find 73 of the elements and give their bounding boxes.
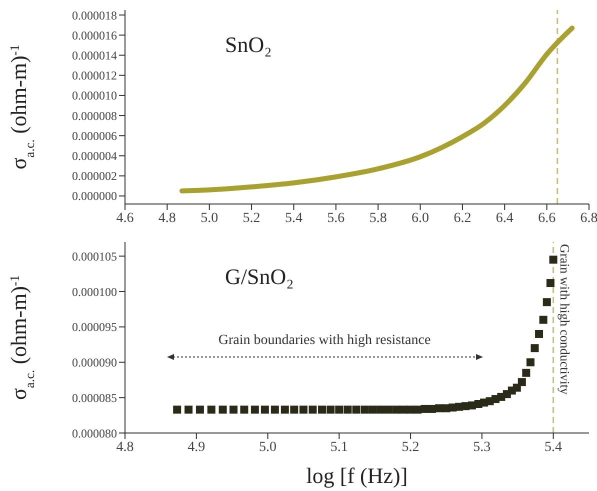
point: [308, 406, 317, 414]
x-tick-label: 5.4: [284, 210, 302, 226]
y-tick-label: 0.000016: [72, 28, 117, 42]
point: [196, 406, 204, 414]
x-axis-title: log [f (Hz)]: [306, 463, 408, 488]
x-tick-label: 5.3: [473, 440, 491, 455]
y-tick-label: 0.000006: [72, 128, 117, 143]
point: [530, 344, 539, 352]
y-tick-label: 0.000090: [72, 356, 117, 370]
x-tick-label: 4.6: [116, 210, 134, 226]
x-tick-label: 6.8: [580, 210, 597, 226]
point: [360, 406, 369, 414]
y-tick-label: 0.000095: [72, 320, 117, 334]
annotation: Grain boundaries with high resistance: [217, 332, 432, 349]
x-tick-label: 5.1: [330, 440, 348, 455]
point: [290, 406, 298, 414]
point: [260, 406, 269, 414]
point: [270, 406, 279, 414]
y-tick-label: 0.000000: [72, 189, 117, 204]
point: [368, 406, 377, 414]
point: [549, 256, 558, 264]
y-tick-label: 0.000008: [72, 108, 117, 123]
x-tick-label: 4.9: [188, 440, 206, 455]
x-tick-label: 4.8: [116, 440, 134, 455]
x-tick-label: 6.0: [412, 210, 430, 226]
point: [230, 406, 238, 414]
x-tick-label: 6.6: [538, 210, 556, 226]
point: [207, 406, 216, 414]
point: [240, 406, 248, 414]
point: [352, 406, 360, 414]
y-tick-label: 0.000085: [72, 390, 117, 405]
y-tick-label: 0.000100: [72, 284, 117, 299]
point: [522, 368, 530, 377]
point: [318, 406, 326, 414]
point: [518, 378, 526, 386]
point: [414, 406, 422, 414]
point: [546, 279, 554, 288]
point: [299, 406, 308, 414]
x-tick-label: 5.8: [369, 210, 387, 226]
x-tick-label: 5.6: [327, 210, 345, 226]
y-tick-label: 0.000012: [72, 68, 117, 83]
point: [384, 406, 392, 414]
point: [542, 298, 551, 306]
point: [344, 406, 352, 414]
point: [218, 406, 227, 414]
y-tick-label: 0.000010: [72, 88, 117, 103]
point: [376, 406, 385, 414]
point: [173, 406, 182, 414]
y-tick-label: 0.000105: [72, 249, 117, 264]
point: [280, 406, 289, 414]
point: [539, 316, 548, 324]
y-tick-label: 0.000014: [72, 48, 117, 62]
x-tick-label: 5.4: [544, 440, 562, 455]
y-tick-label: 0.000002: [72, 169, 117, 184]
y-tick-label: 0.000004: [72, 149, 117, 164]
point: [526, 358, 534, 366]
text: G/SnO₂: [225, 264, 294, 290]
point: [335, 406, 344, 414]
x-tick-label: 6.2: [454, 210, 472, 226]
point: [184, 406, 193, 414]
annotation: Grain with high conductivity: [556, 244, 572, 395]
y-tick-label: 0.000018: [72, 8, 117, 22]
x-tick-label: 5.2: [242, 210, 260, 226]
x-tick-label: 6.4: [496, 210, 514, 226]
x-tick-label: 5.2: [402, 440, 420, 455]
x-tick-label: 4.8: [158, 210, 176, 226]
x-tick-label: 5.0: [259, 440, 277, 455]
point: [250, 406, 259, 414]
text: SnO₂: [225, 32, 272, 58]
point: [326, 406, 335, 414]
x-tick-label: 5.0: [200, 210, 218, 226]
point: [535, 330, 544, 338]
y-tick-label: 0.000080: [72, 426, 117, 440]
